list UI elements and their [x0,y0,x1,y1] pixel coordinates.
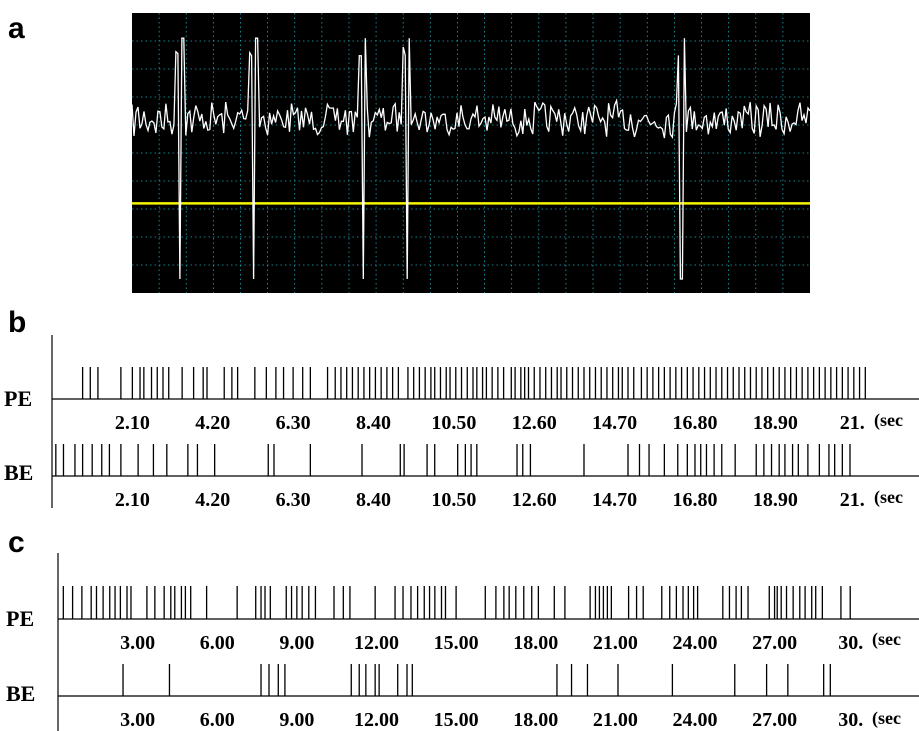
tick-label: 9.00 [279,632,314,654]
oscilloscope-grid [132,13,810,293]
panel-b-pe-label: PE [4,386,32,411]
tick-label: 21. [840,489,865,511]
tick-label: 6.00 [200,632,235,654]
panel-a-oscilloscope [131,13,811,293]
tick-label: 16.80 [672,412,717,434]
tick-label: 4.20 [195,489,230,511]
panel-b-be-unit: (sec [874,487,903,508]
tick-label: 10.50 [431,489,476,511]
tick-label: 15.00 [434,632,479,654]
panel-b-raster: PE BE 2.10 4.20 6.30 8.40 10.50 12.60 14.70 16.… [4,335,919,511]
tick-label: 18.90 [753,489,798,511]
panel-c-pe-unit: (sec [872,629,901,650]
tick-label: 27.00 [752,709,797,731]
tick-label: 12.60 [512,412,557,434]
tick-label: 12.00 [354,632,399,654]
panel-c-pe-label: PE [6,606,34,631]
panel-b-be-label: BE [4,460,33,485]
tick-label: 24.00 [672,709,717,731]
tick-label: 2.10 [115,489,150,511]
tick-label: 24.00 [672,632,717,654]
tick-label: 14.70 [592,489,637,511]
panel-c-be-unit: (sec [872,708,901,729]
tick-label: 6.30 [276,489,311,511]
tick-label: 3.00 [120,632,155,654]
voltage-trace [131,37,811,280]
tick-label: 18.90 [753,412,798,434]
panel-c-be-spikes [122,664,831,696]
panel-c-letter: c [8,526,25,559]
tick-label: 6.00 [200,709,235,731]
tick-label: 3.00 [120,709,155,731]
panel-c-pe-tick-labels: 3.00 6.00 9.00 12.00 15.00 18.00 21.00 24.00 27.… [120,632,863,654]
tick-label: 16.80 [672,489,717,511]
tick-label: 30. [838,709,863,731]
tick-label: 4.20 [195,412,230,434]
tick-label: 27.00 [752,632,797,654]
tick-label: 12.60 [512,489,557,511]
panel-c-be-label: BE [6,681,35,706]
tick-label: 21.00 [593,709,638,731]
tick-label: 18.00 [513,632,558,654]
tick-label: 30. [838,632,863,654]
tick-label: 15.00 [434,709,479,731]
tick-label: 8.40 [356,489,391,511]
tick-label: 9.00 [279,709,314,731]
panel-b-pe-tick-labels: 2.10 4.20 6.30 8.40 10.50 12.60 14.70 16.80 18.9… [115,412,865,434]
tick-label: 18.00 [513,709,558,731]
tick-label: 21.00 [593,632,638,654]
panel-b-pe-unit: (sec [874,410,903,431]
panel-b-be-tick-labels: 2.10 4.20 6.30 8.40 10.50 12.60 14.70 16.80 18.9… [115,489,865,511]
tick-label: 21. [840,412,865,434]
panel-c-raster: PE BE 3.00 6.00 9.00 12.00 15.00 18.00 21.00 24… [6,553,919,731]
panel-c-be-tick-labels: 3.00 6.00 9.00 12.00 15.00 18.00 21.00 24.00 27.… [120,709,863,731]
tick-label: 12.00 [354,709,399,731]
panel-c-pe-spikes [62,586,851,619]
panel-a-letter: a [8,12,25,45]
tick-label: 10.50 [431,412,476,434]
tick-label: 6.30 [276,412,311,434]
tick-label: 2.10 [115,412,150,434]
tick-label: 14.70 [592,412,637,434]
panel-b-pe-spikes [81,367,866,399]
panel-b-be-spikes [55,444,851,476]
panel-b-letter: b [8,306,26,339]
tick-label: 8.40 [356,412,391,434]
